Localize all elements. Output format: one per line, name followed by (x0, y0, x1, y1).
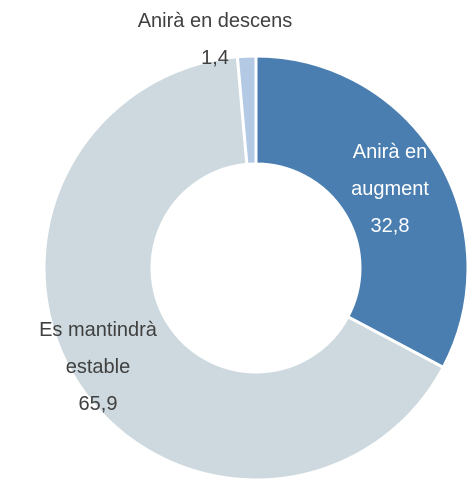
data-label: Anirà en descens 1,4 (105, 3, 325, 77)
donut-segment (235, 54, 258, 167)
data-label: Anirà en augment 32,8 (328, 134, 453, 245)
category-label: Es mantindrà estable (39, 319, 157, 378)
category-label: Anirà en descens (137, 10, 293, 32)
value-label: 1,4 (201, 47, 229, 69)
value-label: 32,8 (370, 215, 410, 237)
donut-segment (42, 55, 446, 482)
value-label: 65,9 (78, 393, 118, 415)
data-label: Es mantindrà estable 65,9 (18, 312, 178, 423)
category-label: Anirà en augment (351, 141, 429, 200)
donut-segment (254, 54, 469, 370)
